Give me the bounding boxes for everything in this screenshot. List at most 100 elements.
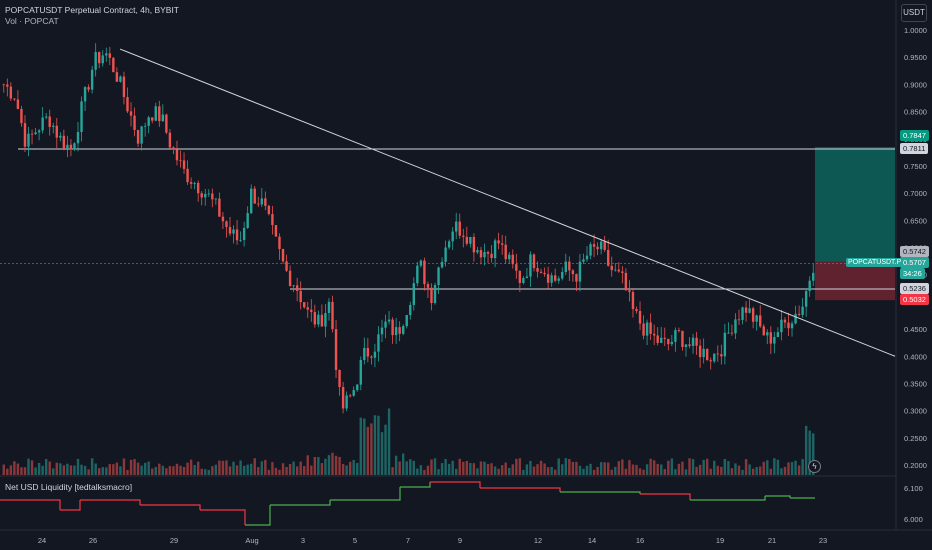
volume-bar: [285, 466, 288, 475]
volume-bar: [55, 462, 58, 475]
volume-bar: [766, 460, 769, 475]
volume-bar: [356, 462, 359, 475]
candle: [23, 123, 27, 147]
volume-bar: [617, 461, 621, 475]
price-tick-label: 0.7500: [904, 162, 927, 171]
price-tick-label: 0.8500: [904, 108, 927, 117]
liquidity-line: [200, 509, 246, 525]
time-tick-label: 14: [588, 536, 596, 545]
time-tick-label: 26: [89, 536, 97, 545]
candle: [656, 335, 659, 343]
volume-bar: [115, 462, 119, 475]
price-tick-label: 0.2000: [904, 461, 927, 470]
volume-bar: [161, 465, 165, 475]
volume-bar: [324, 458, 327, 475]
volume-bar: [790, 462, 794, 475]
candle: [356, 384, 359, 391]
volume-bar: [614, 466, 617, 475]
time-tick-label: 24: [38, 536, 46, 545]
candle: [310, 309, 313, 313]
candle: [2, 84, 5, 86]
time-tick-label: 23: [819, 536, 827, 545]
volume-bar: [207, 469, 210, 475]
candle: [27, 133, 30, 147]
volume-bar: [603, 462, 606, 475]
candle: [713, 353, 716, 362]
lightning-icon[interactable]: ϟ: [808, 460, 821, 473]
candle: [101, 55, 104, 64]
candle: [112, 57, 115, 73]
candle: [341, 387, 345, 409]
candle: [232, 229, 235, 234]
volume-bar: [504, 462, 507, 475]
candle: [416, 265, 419, 284]
candle: [465, 236, 469, 244]
volume-bar: [48, 461, 51, 475]
volume-bar: [476, 468, 479, 475]
candle: [546, 274, 550, 283]
volume-bar: [373, 415, 377, 475]
candle: [200, 193, 203, 198]
volume-bar: [539, 460, 543, 475]
candle: [267, 205, 271, 215]
candle: [9, 86, 13, 99]
volume-bar: [179, 465, 182, 475]
volume-bar: [317, 457, 320, 475]
liquidity-line: [640, 493, 691, 500]
volume-bar: [6, 468, 9, 475]
volume-bar: [380, 432, 384, 475]
volume-bar: [691, 459, 695, 475]
volume-bar: [299, 461, 302, 475]
volume-bar: [334, 455, 338, 475]
volume-bar: [660, 464, 663, 475]
candle: [695, 337, 698, 346]
candle: [660, 337, 663, 343]
volume-bar: [656, 463, 659, 475]
volume-bar: [9, 465, 13, 475]
candle: [536, 268, 539, 272]
candle: [44, 116, 48, 118]
candle: [62, 135, 66, 150]
volume-bar: [288, 464, 292, 475]
volume-bar: [812, 433, 815, 475]
volume-bar: [196, 461, 200, 475]
volume-bar: [412, 460, 416, 475]
entry-price-tag: 0.5742: [900, 246, 929, 257]
liquidity-line: [400, 482, 431, 488]
volume-bar: [571, 461, 575, 475]
liquidity-line: [60, 500, 81, 511]
candle: [377, 334, 380, 352]
candle: [762, 326, 765, 336]
candle: [334, 329, 338, 370]
candle: [469, 237, 472, 244]
candle: [274, 225, 278, 237]
candle: [98, 52, 101, 64]
candle: [288, 270, 292, 286]
time-tick-label: 16: [636, 536, 644, 545]
volume-bar: [218, 460, 221, 475]
volume-bar: [649, 458, 652, 475]
candle: [437, 267, 440, 286]
candle: [599, 241, 603, 250]
candle: [366, 347, 370, 357]
volume-bar: [168, 466, 172, 475]
volume-bar: [688, 458, 691, 475]
candle: [698, 345, 702, 358]
candle: [645, 322, 649, 336]
candle: [812, 272, 815, 281]
volume-bar: [394, 455, 398, 475]
symbol-label: POPCATUSDT.P: [846, 258, 904, 267]
price-tick-label: 0.4500: [904, 325, 927, 334]
volume-bar: [684, 469, 688, 475]
candle: [472, 237, 476, 253]
currency-button[interactable]: USDT: [901, 4, 927, 22]
volume-bar: [306, 455, 309, 475]
liquidity-line: [560, 491, 641, 494]
candle: [794, 313, 797, 324]
candle: [380, 327, 384, 335]
volume-bar: [331, 452, 334, 475]
candle: [94, 52, 97, 70]
candle: [423, 260, 426, 285]
volume-bar: [716, 465, 719, 475]
